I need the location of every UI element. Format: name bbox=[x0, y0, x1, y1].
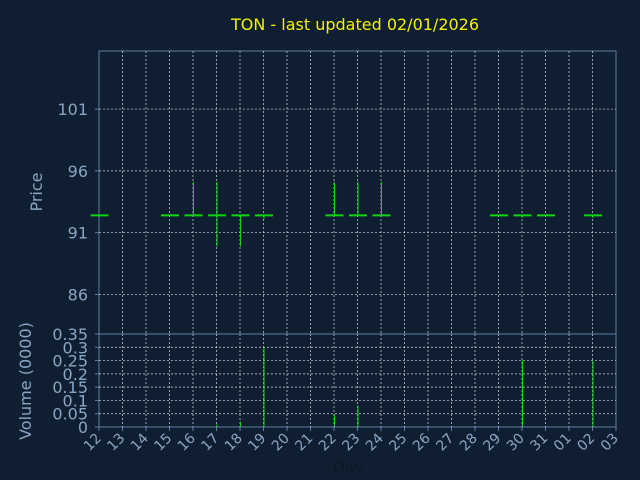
price-y-axis-label: Price bbox=[27, 172, 46, 211]
x-tick-label: 15 bbox=[151, 431, 175, 455]
price-candle bbox=[255, 214, 273, 220]
price-candle bbox=[184, 181, 203, 217]
x-axis-ticks: 12 13 14 15 16 17 18 19 20 21 22 23 24 25 26 27 28 29 30 31… bbox=[81, 427, 622, 454]
x-tick-label: 26 bbox=[410, 430, 434, 454]
volume-y-axis-label: Volume (0000) bbox=[16, 322, 35, 440]
volume-y-tick-label: 0.35 bbox=[52, 325, 88, 344]
x-axis-label: Day bbox=[333, 458, 363, 476]
x-tick-label: 21 bbox=[292, 431, 316, 455]
x-tick-label: 13 bbox=[104, 431, 128, 455]
volume-y-tick-label: 0.3 bbox=[63, 338, 88, 357]
volume-y-tick-label: 0.05 bbox=[52, 405, 88, 424]
price-candle bbox=[349, 181, 367, 217]
x-tick-label: 27 bbox=[433, 431, 457, 455]
volume-y-ticks: 00.050.10.150.20.250.30.35 bbox=[52, 325, 99, 437]
price-y-tick-label: 101 bbox=[57, 100, 88, 119]
price-candles bbox=[90, 181, 602, 247]
x-tick-label: 28 bbox=[457, 431, 481, 455]
x-tick-label: 02 bbox=[574, 431, 598, 455]
x-tick-label: 23 bbox=[339, 431, 363, 455]
volume-y-tick-label: 0.15 bbox=[52, 378, 88, 397]
x-tick-label: 29 bbox=[480, 431, 504, 455]
chart-title: TON - last updated 02/01/2026 bbox=[230, 15, 479, 34]
price-candle bbox=[208, 181, 226, 247]
volume-panel: 00.050.10.150.20.250.30.35 12 13 14 15 16 17 1… bbox=[16, 322, 622, 476]
x-tick-label: 20 bbox=[269, 431, 293, 455]
price-y-ticks: 86 91 96 101 bbox=[57, 100, 99, 304]
price-candle bbox=[325, 181, 344, 217]
volume-bars bbox=[216, 347, 594, 427]
volume-y-tick-label: 0.25 bbox=[52, 352, 88, 371]
price-candle bbox=[584, 214, 602, 218]
x-tick-label: 19 bbox=[245, 431, 269, 455]
price-panel: 86 91 96 101 Price bbox=[27, 50, 617, 335]
x-tick-label: 22 bbox=[316, 431, 340, 455]
volume-y-tick-label: 0.1 bbox=[63, 391, 88, 410]
x-tick-label: 18 bbox=[222, 431, 246, 455]
x-tick-label: 14 bbox=[128, 430, 152, 454]
price-candle bbox=[372, 181, 391, 217]
price-y-tick-label: 96 bbox=[68, 162, 88, 181]
price-y-tick-label: 91 bbox=[68, 224, 88, 243]
volume-y-tick-label: 0 bbox=[78, 418, 88, 437]
x-tick-label: 24 bbox=[363, 430, 387, 454]
price-y-tick-label: 86 bbox=[68, 285, 88, 304]
x-tick-label: 31 bbox=[527, 431, 551, 455]
volume-y-tick-label: 0.2 bbox=[63, 365, 88, 384]
x-tick-label: 17 bbox=[198, 431, 222, 455]
price-candle bbox=[231, 214, 250, 247]
x-tick-label: 16 bbox=[175, 430, 199, 454]
x-tick-label: 03 bbox=[598, 431, 622, 455]
x-tick-label: 25 bbox=[386, 431, 410, 455]
x-tick-label: 30 bbox=[504, 431, 528, 455]
price-candle bbox=[513, 214, 532, 218]
x-tick-label: 01 bbox=[551, 431, 575, 455]
